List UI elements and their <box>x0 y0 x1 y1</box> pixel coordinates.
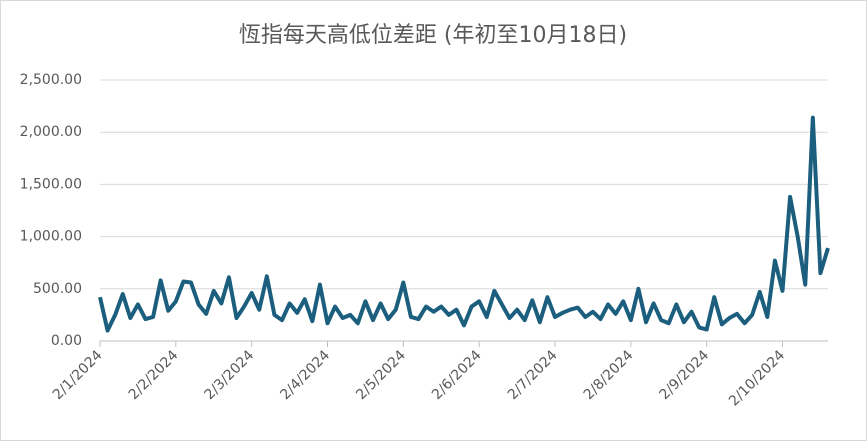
y-tick-label: 500.00 <box>33 281 82 297</box>
y-tick-label: 1,000.00 <box>20 229 82 245</box>
y-tick-label: 2,500.00 <box>20 72 82 88</box>
y-tick-label: 0.00 <box>51 333 82 349</box>
y-tick-label: 2,000.00 <box>20 124 82 140</box>
line-series <box>98 115 830 333</box>
y-tick-label: 1,500.00 <box>20 176 82 192</box>
chart-title: 恆指每天高低位差距 (年初至10月18日) <box>239 23 627 48</box>
